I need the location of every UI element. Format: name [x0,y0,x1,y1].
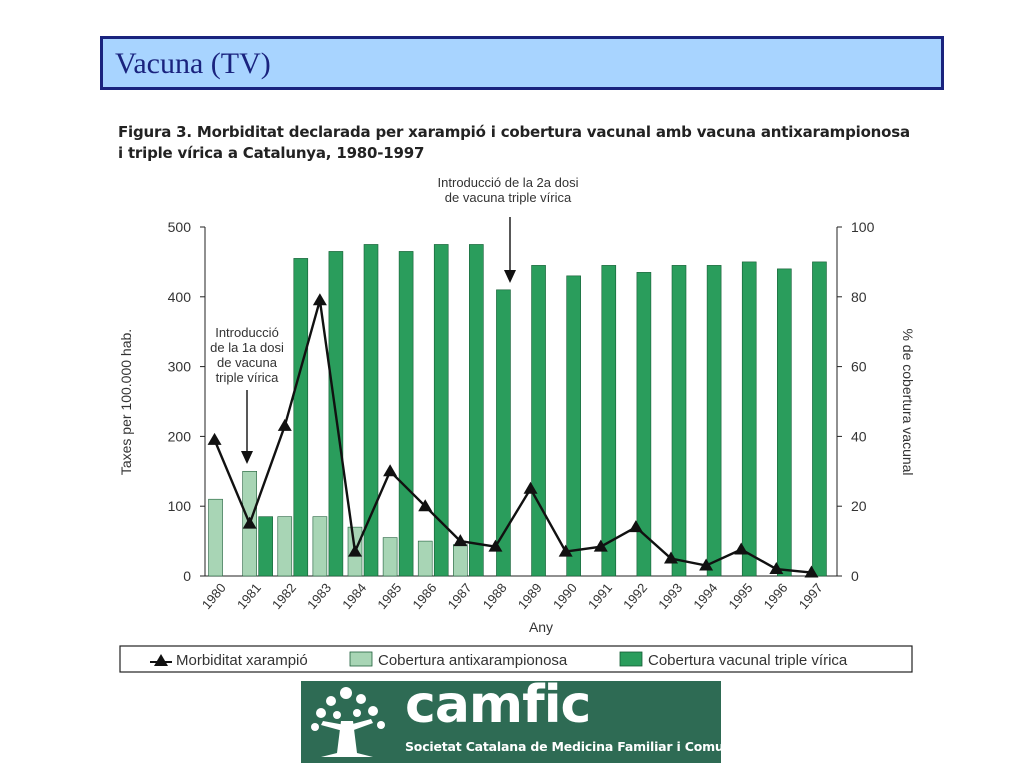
legend-label-triple-virica: Cobertura vacunal triple vírica [648,652,848,669]
y-tick-label-right: 40 [851,428,867,444]
x-tick-label: 1990 [550,580,580,612]
legend-swatch-antixarampionosa [349,651,373,667]
x-tick-label: 1980 [199,580,229,612]
bar-antixarampionosa [417,540,433,577]
bar-antixarampionosa [453,544,468,577]
x-tick-label: 1989 [515,580,545,612]
bar-triple-virica [812,261,827,577]
bar-triple-virica [671,265,687,577]
bar-triple-virica [469,244,484,577]
morbiditat-point [383,464,398,477]
morbiditat-point [628,520,643,533]
bar-triple-virica [531,265,546,577]
x-tick-label: 1981 [234,580,264,612]
morbiditat-point [699,558,714,571]
x-tick-label: 1994 [690,580,720,612]
y-tick-label-left: 200 [168,428,192,444]
x-axis-label: Any [529,619,553,635]
legend-box [119,645,913,673]
bar-triple-virica [496,289,511,577]
bar-triple-virica [398,251,414,577]
morbiditat-point [488,539,503,552]
slide-title-box: Vacuna (TV) [100,36,944,90]
y-tick-label-right: 20 [851,498,867,514]
bar-triple-virica [706,265,722,577]
y-tick-label-right: 80 [851,289,867,305]
tree-person-icon [311,687,385,757]
bar-triple-virica [601,265,617,577]
x-tick-label: 1997 [796,580,826,612]
figure-caption-line-1: Figura 3. Morbiditat declarada per xaram… [118,123,910,141]
x-tick-label: 1985 [374,580,404,612]
morbiditat-point [558,544,573,557]
bar-antixarampionosa [277,516,293,577]
logo-subtitle: Societat Catalana de Medicina Familiar i… [405,739,769,754]
morbiditat-point [242,516,257,529]
figure-caption-line-2: i triple vírica a Catalunya, 1980-1997 [118,144,425,162]
morbiditat-point [277,418,292,431]
y-tick-label-right: 100 [851,219,875,235]
morbiditat-point [664,551,678,564]
x-tick-label: 1984 [339,580,369,612]
bar-triple-virica [566,275,581,577]
figure-caption: Figura 3. Morbiditat declarada per xaram… [118,122,918,164]
x-tick-label: 1982 [269,580,299,612]
x-tick-label: 1993 [655,580,685,612]
morbiditat-point [418,499,433,512]
y-tick-label-left: 400 [168,289,192,305]
legend-label-antixarampionosa: Cobertura antixarampionosa [378,652,568,669]
morbiditat-line [213,299,812,574]
morbiditat-point [523,481,538,494]
bar-antixarampionosa [208,498,223,577]
morbiditat-point [769,562,784,575]
bar-triple-virica [258,516,273,577]
annotation-1-arrowhead [241,451,253,464]
morbiditat-point [804,565,819,578]
x-tick-label: 1986 [409,580,439,612]
bar-triple-virica [741,261,757,577]
bar-triple-virica [636,272,652,577]
annotation-1-line: de la 1a dosi [210,340,284,355]
y-tick-label-right: 0 [851,568,859,584]
legend-swatch-triple-virica [619,651,643,667]
x-tick-label: 1996 [761,580,791,612]
bar-triple-virica [777,268,792,577]
x-tick-label: 1983 [304,580,334,612]
x-tick-label: 1995 [725,580,755,612]
y-tick-label-left: 300 [168,359,192,375]
camfic-logo: camfic Societat Catalana de Medicina Fam… [301,675,769,763]
y-tick-label-left: 0 [183,568,191,584]
legend-label-morbiditat: Morbiditat xarampió [176,652,308,669]
annotation-2-line: de vacuna triple vírica [445,190,572,205]
annotation-1-line: de vacuna [217,355,278,370]
y-tick-label-right: 60 [851,359,867,375]
y-axis-label-left: Taxes per 100.000 hab. [118,329,134,475]
bar-triple-virica [363,244,379,577]
morbiditat-point [207,432,222,445]
bar-antixarampionosa [312,516,328,577]
morbiditat-point [312,293,327,306]
bar-antixarampionosa [382,537,398,577]
bar-triple-virica [293,258,309,577]
x-tick-label: 1987 [445,580,475,612]
annotation-1-line: Introducció [215,325,279,340]
morbiditat-point [453,534,468,547]
slide-title: Vacuna (TV) [115,47,271,80]
morbiditat-point [593,539,608,552]
morbiditat-point [348,544,362,557]
bar-triple-virica [433,244,449,577]
annotation-2-line: Introducció de la 2a dosi [438,175,579,190]
annotation-2-arrowhead [504,270,516,283]
y-axis-label-right: % de cobertura vacunal [900,328,916,475]
y-tick-label-left: 500 [168,219,192,235]
annotation-1-line: triple vírica [216,370,280,385]
morbiditat-point [734,542,749,555]
x-tick-label: 1991 [585,580,615,612]
x-tick-label: 1988 [480,580,510,612]
logo-wordmark: camfic [405,675,591,735]
x-tick-label: 1992 [620,580,650,612]
y-tick-label-left: 100 [168,498,192,514]
